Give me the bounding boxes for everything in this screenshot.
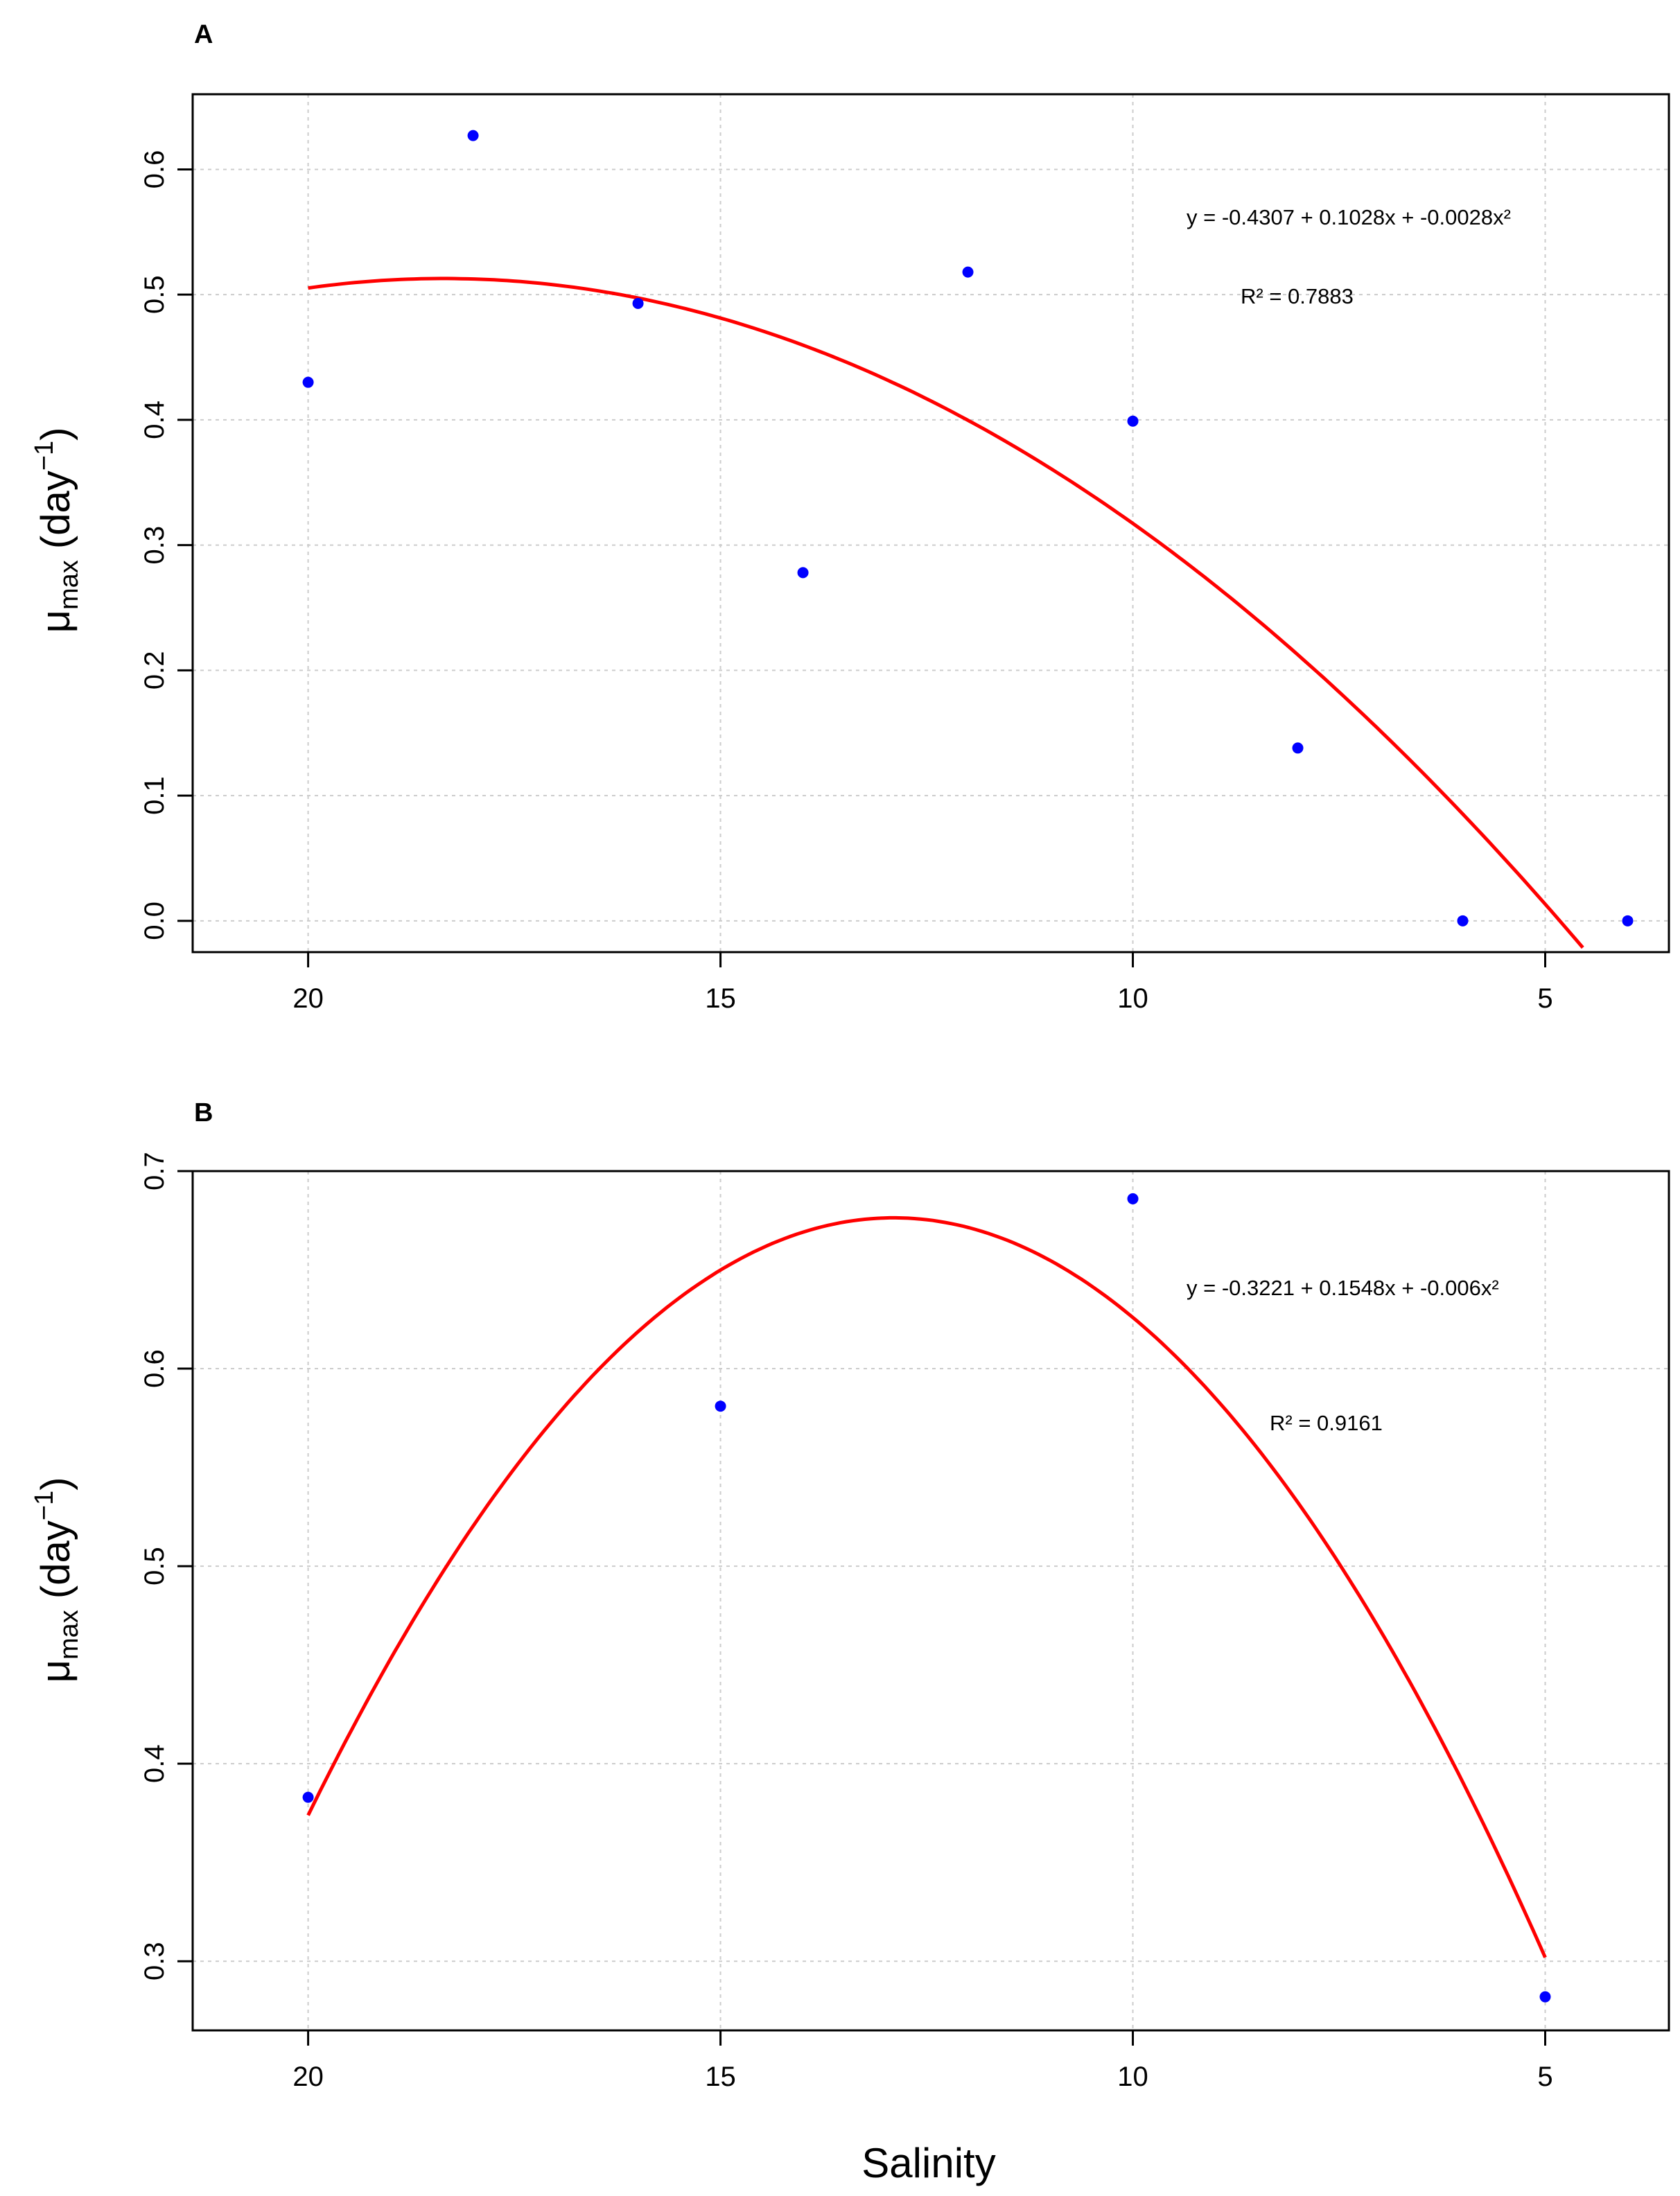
y-title-main: μ	[33, 610, 78, 633]
y-tick-label: 0.4	[139, 401, 170, 439]
y-title-sub: max	[55, 1610, 84, 1660]
y-tick-label: 0.4	[139, 1744, 170, 1783]
y-title-sub: max	[55, 560, 84, 610]
r-squared: R² = 0.9161	[1270, 1411, 1383, 1435]
fit-equation: y = -0.3221 + 0.1548x + -0.006x²	[1187, 1276, 1499, 1300]
data-point	[1127, 415, 1139, 427]
panel-a: A 20 15 10 5 0.0 0.1 0.2 0.3 0.4 0.5 0.6 y = -0.4…	[30, 20, 1670, 1014]
y-tick-label: 0.5	[139, 275, 170, 314]
data-point	[962, 266, 974, 278]
x-axis: 20 15 10 5	[292, 952, 1553, 1014]
plot-frame	[191, 93, 1670, 954]
data-points	[302, 1193, 1551, 2003]
y-tick-label: 0.1	[139, 776, 170, 815]
data-point	[797, 567, 809, 579]
y-tick-label: 0.7	[139, 1152, 170, 1191]
data-point	[1539, 1991, 1551, 2003]
x-tick-label: 20	[292, 983, 324, 1014]
data-point	[1457, 915, 1469, 926]
data-point	[302, 1791, 314, 1803]
data-points	[302, 130, 1634, 926]
panel-b: B 20 15 10 5 0.3 0.4 0.5 0.6 0.7 y = -0.3221 + …	[30, 1098, 1670, 2186]
x-tick-label: 5	[1537, 983, 1552, 1014]
y-tick-label: 0.6	[139, 1349, 170, 1388]
y-axis-title: μmax (day−1)	[30, 428, 84, 633]
x-axis: 20 15 10 5	[292, 2030, 1553, 2092]
x-tick-label: 10	[1117, 2062, 1148, 2092]
y-title-sup: −1	[30, 1491, 59, 1520]
y-tick-label: 0.3	[139, 1942, 170, 1980]
data-point	[302, 376, 314, 388]
y-tick-label: 0.6	[139, 150, 170, 189]
y-tick-label: 0.0	[139, 902, 170, 940]
x-tick-label: 15	[705, 983, 736, 1014]
x-tick-label: 5	[1537, 2062, 1552, 2092]
data-point	[1127, 1193, 1139, 1204]
y-title-unit: (day	[33, 471, 78, 560]
grid-lines	[193, 1170, 1669, 2030]
plot-frame	[191, 1170, 1670, 2032]
y-tick-label: 0.2	[139, 651, 170, 690]
y-title-sup: −1	[30, 441, 59, 471]
y-title-close: )	[33, 428, 78, 441]
fit-equation: y = -0.4307 + 0.1028x + -0.0028x²	[1187, 205, 1511, 229]
data-point	[467, 130, 479, 141]
data-point	[715, 1400, 726, 1412]
y-title-main: μ	[33, 1660, 78, 1683]
data-point	[632, 297, 644, 309]
panel-label: B	[194, 1098, 213, 1127]
x-tick-label: 20	[292, 2062, 324, 2092]
y-title-close: )	[33, 1477, 78, 1491]
fit-curve	[306, 1215, 1547, 1958]
data-point	[1292, 742, 1304, 754]
fit-curve	[308, 276, 1584, 949]
x-tick-label: 15	[705, 2062, 736, 2092]
y-title-unit: (day	[33, 1520, 78, 1610]
x-axis-title: Salinity	[861, 2140, 995, 2186]
r-squared: R² = 0.7883	[1241, 284, 1354, 308]
data-point	[1622, 915, 1634, 926]
y-axis-title: μmax (day−1)	[30, 1477, 84, 1683]
panel-label: A	[194, 20, 213, 49]
x-tick-label: 10	[1117, 983, 1148, 1014]
y-axis: 0.0 0.1 0.2 0.3 0.4 0.5 0.6	[139, 150, 193, 940]
y-axis: 0.3 0.4 0.5 0.6 0.7	[139, 1152, 193, 1980]
y-tick-label: 0.3	[139, 526, 170, 565]
y-tick-label: 0.5	[139, 1547, 170, 1585]
